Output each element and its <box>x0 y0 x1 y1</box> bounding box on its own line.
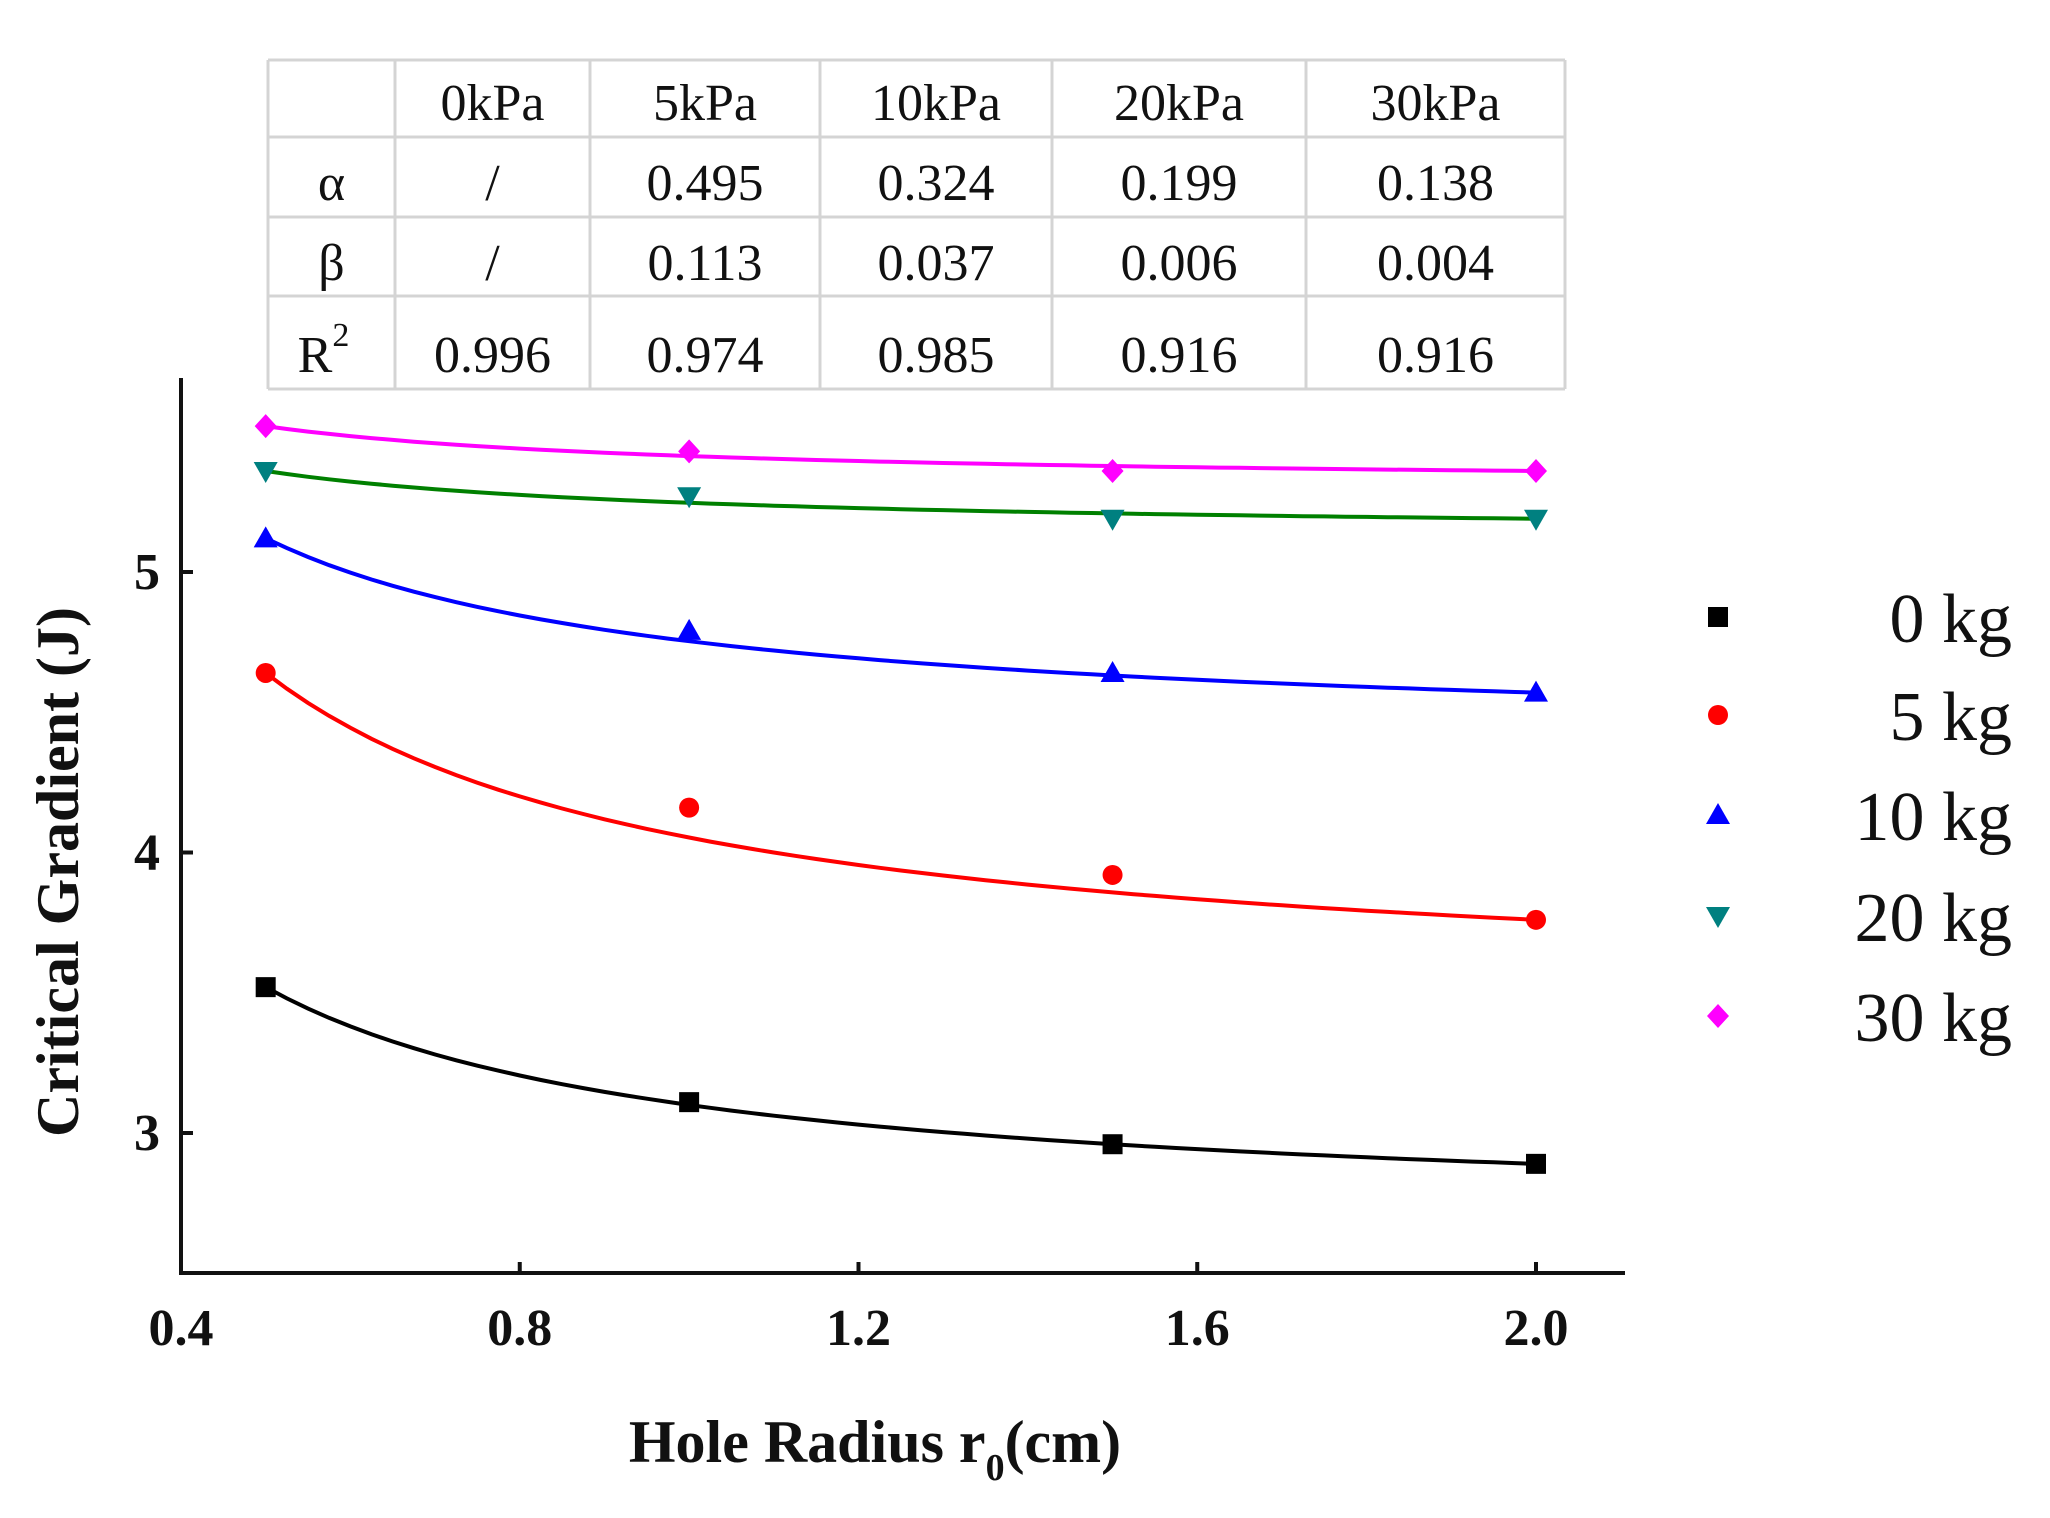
point-20kg-0 <box>253 462 278 484</box>
table-header: 5kPa <box>653 75 757 132</box>
point-5kg-1 <box>679 797 700 818</box>
fit-line-30kg <box>265 424 1537 473</box>
point-10kg-3 <box>1524 680 1548 702</box>
legend-marker-10kg <box>1706 803 1730 824</box>
data-markers <box>253 414 1548 1174</box>
point-0kg-3 <box>1526 1153 1546 1174</box>
table-cell: 0.996 <box>434 327 551 384</box>
point-30kg-2 <box>1101 459 1124 484</box>
x-tick-label: 1.2 <box>826 1300 891 1357</box>
point-10kg-1 <box>677 618 702 640</box>
point-30kg-0 <box>254 414 277 439</box>
y-ticks: 3 4 5 <box>134 544 193 1162</box>
table-cell: 0.113 <box>647 235 762 292</box>
legend-marker-30kg <box>1707 1004 1729 1028</box>
x-tick-label: 0.8 <box>487 1300 552 1357</box>
fit-parameters-table: 0kPa 5kPa 10kPa 20kPa 30kPa α / 0.495 0.324 0.199… <box>266 58 1567 391</box>
table-cell: 0.916 <box>1377 327 1494 384</box>
legend-marker-0kg <box>1708 607 1728 627</box>
point-5kg-2 <box>1102 864 1123 885</box>
fit-line-0kg <box>264 985 1537 1166</box>
point-0kg-0 <box>255 977 276 998</box>
point-5kg-3 <box>1526 909 1546 930</box>
table-cell: 0.199 <box>1121 155 1238 212</box>
x-tick-label: 2.0 <box>1504 1300 1569 1357</box>
legend: 0 kg 5 kg 10 kg 20 kg 30 kg <box>1706 581 2012 1057</box>
fit-line-20kg <box>265 469 1537 521</box>
legend-label: 10 kg <box>1855 779 2013 856</box>
point-20kg-3 <box>1524 509 1548 531</box>
legend-label: 5 kg <box>1890 679 2013 756</box>
table-cell: 0.037 <box>878 235 995 292</box>
x-tick-label: 0.4 <box>149 1300 214 1357</box>
legend-label: 30 kg <box>1855 980 2013 1057</box>
point-20kg-1 <box>677 487 702 509</box>
fit-line-10kg <box>264 536 1537 695</box>
table-cell: / <box>485 155 500 212</box>
table-cell: 0.138 <box>1377 155 1494 212</box>
legend-marker-20kg <box>1706 907 1730 928</box>
table-cell: 0.974 <box>647 327 764 384</box>
point-10kg-0 <box>253 526 278 548</box>
table-header: 20kPa <box>1114 75 1244 132</box>
y-tick-label: 5 <box>134 544 160 601</box>
x-tick-label: 1.6 <box>1165 1300 1230 1357</box>
table-cell: / <box>485 235 500 292</box>
table-row-label: R2 <box>298 317 350 384</box>
table-cell: 0.495 <box>647 155 764 212</box>
point-30kg-1 <box>678 439 701 464</box>
x-ticks: 0.4 0.8 1.2 1.6 2.0 <box>149 1262 1569 1357</box>
table-cell: 0.004 <box>1377 235 1494 292</box>
point-0kg-2 <box>1102 1134 1123 1155</box>
y-axis-title: Critical Gradient (J) <box>25 607 91 1137</box>
table-row-label: α <box>318 155 345 212</box>
table-cell: 0.324 <box>878 155 995 212</box>
table-header: 10kPa <box>871 75 1001 132</box>
y-tick-label: 4 <box>134 825 160 882</box>
point-0kg-1 <box>679 1092 700 1113</box>
x-axis-title: Hole Radius r0(cm) <box>629 1409 1121 1489</box>
table-row-label: β <box>318 235 344 292</box>
point-10kg-2 <box>1100 660 1125 682</box>
point-20kg-2 <box>1100 509 1125 531</box>
fit-line-5kg <box>264 671 1537 922</box>
table-header: 0kPa <box>441 75 545 132</box>
table-cell: 0.006 <box>1121 235 1238 292</box>
legend-label: 20 kg <box>1855 880 2013 957</box>
point-5kg-0 <box>255 662 276 683</box>
y-tick-label: 3 <box>134 1105 160 1162</box>
point-30kg-3 <box>1525 459 1547 484</box>
legend-label: 0 kg <box>1890 581 2013 658</box>
table-cell: 0.916 <box>1121 327 1238 384</box>
legend-marker-5kg <box>1708 705 1728 725</box>
fit-curves <box>264 424 1537 1166</box>
table-header: 30kPa <box>1371 75 1501 132</box>
table-cell: 0.985 <box>878 327 995 384</box>
